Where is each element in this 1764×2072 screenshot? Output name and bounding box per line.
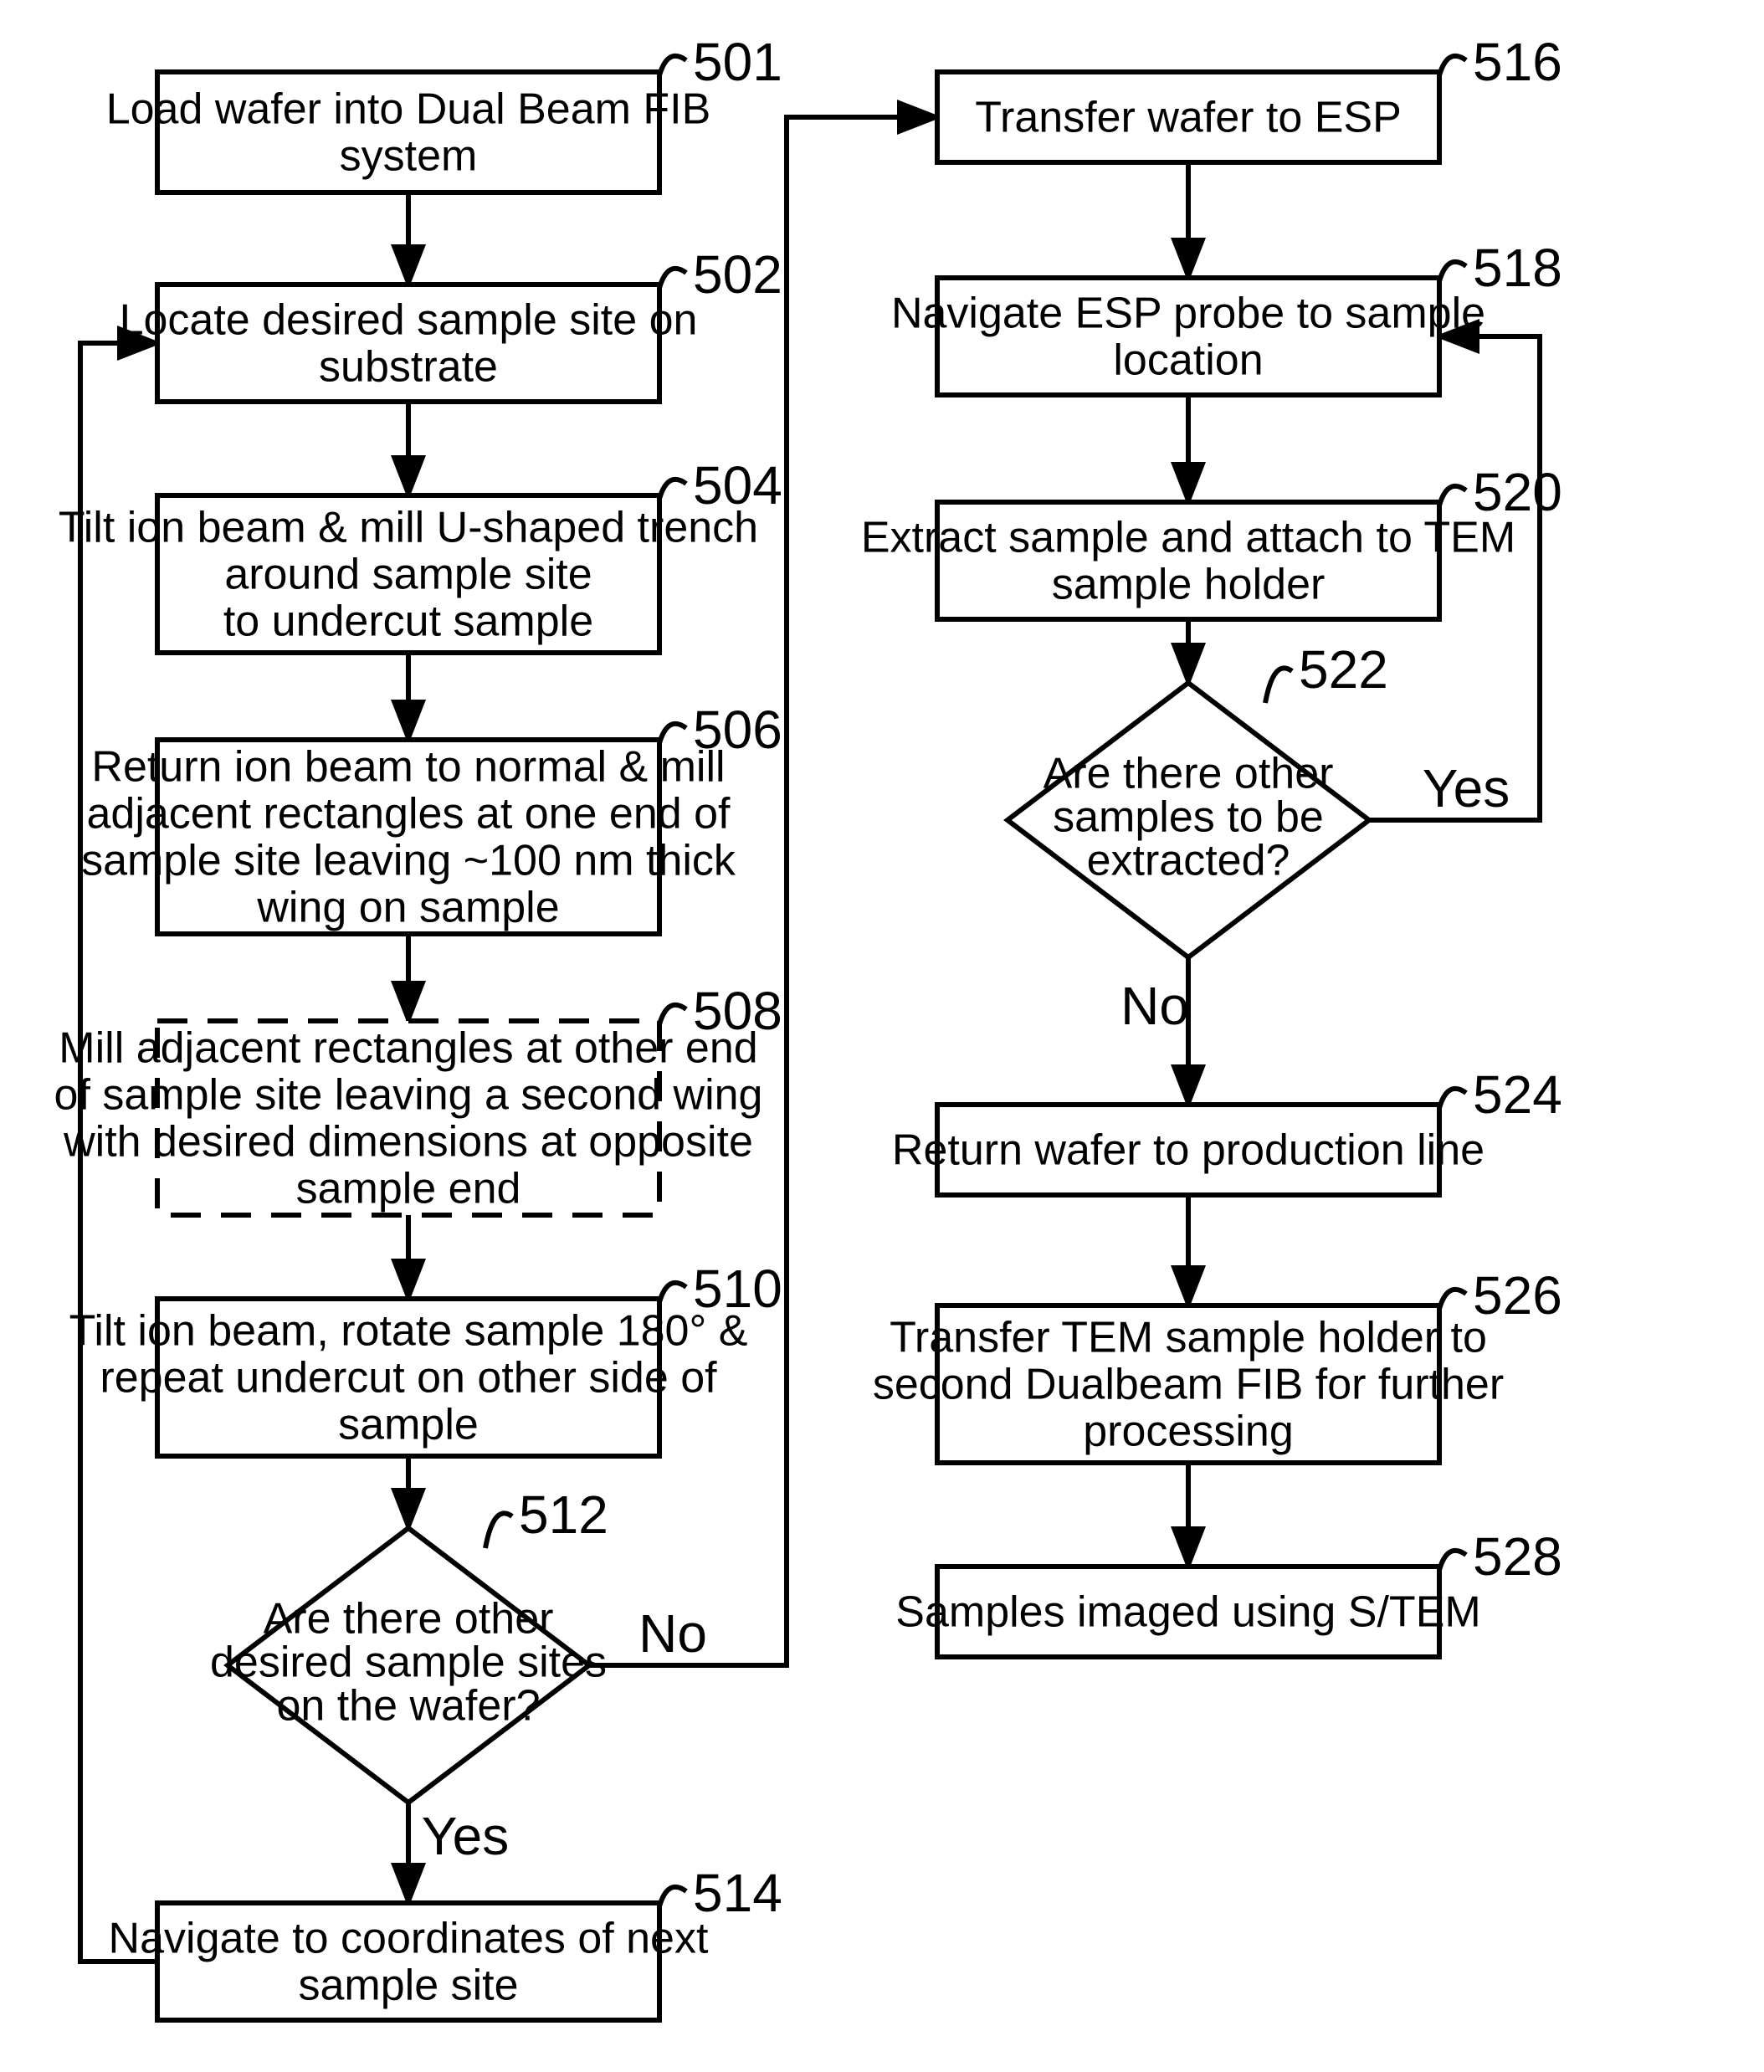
node-508-line1: of sample site leaving a second wing	[54, 1071, 763, 1120]
node-520-line0: Extract sample and attach to TEM	[861, 514, 1515, 562]
node-508-line2: with desired dimensions at opposite	[63, 1118, 753, 1167]
node-518-line0: Navigate ESP probe to sample	[891, 290, 1485, 338]
leader-506	[659, 724, 686, 743]
node-522-line0: Are there other	[1044, 750, 1334, 798]
tag-502: 502	[693, 244, 782, 305]
leader-502	[659, 269, 686, 288]
node-516-line0: Transfer wafer to ESP	[975, 94, 1402, 142]
leader-508	[659, 1005, 686, 1024]
node-512-line2: on the wafer?	[276, 1682, 540, 1731]
leader-510	[659, 1283, 686, 1302]
leader-518	[1439, 262, 1466, 281]
flowchart-canvas: YesNoYesNoLoad wafer into Dual Beam FIBs…	[0, 0, 1764, 2072]
tag-526: 526	[1473, 1265, 1562, 1326]
node-510-line2: sample	[338, 1401, 479, 1449]
node-501: Load wafer into Dual Beam FIBsystem	[106, 72, 711, 192]
tag-520: 520	[1473, 462, 1562, 522]
node-520-line1: sample holder	[1052, 561, 1326, 609]
node-526-line2: processing	[1083, 1408, 1293, 1456]
node-528: Samples imaged using S/TEM	[895, 1567, 1480, 1657]
node-510-line1: repeat undercut on other side of	[100, 1354, 717, 1403]
node-504-line1: around sample site	[224, 551, 592, 599]
leader-522	[1265, 668, 1292, 703]
node-504-line0: Tilt ion beam & mill U-shaped trench	[59, 504, 758, 552]
node-506-line2: sample site leaving ~100 nm thick	[81, 837, 736, 885]
tag-528: 528	[1473, 1526, 1562, 1587]
node-514: Navigate to coordinates of nextsample si…	[109, 1903, 709, 2020]
node-506-line0: Return ion beam to normal & mill	[91, 743, 725, 792]
tag-501: 501	[693, 32, 782, 92]
tag-510: 510	[693, 1259, 782, 1319]
node-522: Are there othersamples to beextracted?	[1008, 683, 1369, 957]
node-512-line0: Are there other	[264, 1595, 554, 1644]
node-522-line1: samples to be	[1053, 793, 1324, 842]
tag-518: 518	[1473, 238, 1562, 298]
node-524: Return wafer to production line	[892, 1105, 1485, 1195]
edge-label-yes: Yes	[1423, 758, 1510, 818]
node-504-line2: to undercut sample	[223, 597, 593, 646]
node-514-line1: sample site	[299, 1962, 519, 2010]
leader-514	[659, 1887, 686, 1906]
node-520: Extract sample and attach to TEMsample h…	[861, 502, 1515, 619]
leader-501	[659, 56, 686, 75]
node-510-line0: Tilt ion beam, rotate sample 180° &	[69, 1307, 748, 1356]
leader-524	[1439, 1089, 1466, 1108]
node-510: Tilt ion beam, rotate sample 180° &repea…	[69, 1299, 748, 1456]
node-504: Tilt ion beam & mill U-shaped trencharou…	[59, 495, 758, 653]
node-526-line0: Transfer TEM sample holder to	[890, 1314, 1487, 1362]
node-512-line1: desired sample sites	[210, 1639, 607, 1687]
tag-514: 514	[693, 1863, 782, 1923]
tag-506: 506	[693, 700, 782, 760]
node-506: Return ion beam to normal & milladjacent…	[81, 740, 736, 934]
node-524-line0: Return wafer to production line	[892, 1126, 1485, 1175]
edge-label-no: No	[638, 1603, 707, 1664]
node-528-line0: Samples imaged using S/TEM	[895, 1588, 1480, 1637]
tag-522: 522	[1299, 639, 1388, 700]
edge-label-yes: Yes	[422, 1806, 509, 1866]
node-514-line0: Navigate to coordinates of next	[109, 1915, 709, 1963]
node-501-line1: system	[340, 132, 478, 181]
node-518-line1: location	[1113, 336, 1263, 385]
node-508-line0: Mill adjacent rectangles at other end	[59, 1024, 757, 1073]
leader-504	[659, 480, 686, 499]
node-501-line0: Load wafer into Dual Beam FIB	[106, 85, 711, 134]
node-506-line1: adjacent rectangles at one end of	[86, 790, 731, 839]
node-518: Navigate ESP probe to samplelocation	[891, 278, 1485, 395]
node-522-line2: extracted?	[1087, 837, 1290, 885]
tag-512: 512	[519, 1485, 608, 1545]
leader-528	[1439, 1551, 1466, 1570]
node-512: Are there otherdesired sample siteson th…	[210, 1528, 607, 1803]
node-526: Transfer TEM sample holder tosecond Dual…	[873, 1305, 1504, 1463]
leader-526	[1439, 1290, 1466, 1309]
leader-520	[1439, 486, 1466, 505]
node-502: Locate desired sample site onsubstrate	[120, 285, 698, 402]
node-506-line3: wing on sample	[256, 884, 559, 932]
leader-512	[485, 1513, 512, 1548]
leader-516	[1439, 56, 1466, 75]
tag-524: 524	[1473, 1064, 1562, 1125]
node-526-line1: second Dualbeam FIB for further	[873, 1361, 1504, 1409]
tag-508: 508	[693, 981, 782, 1041]
tag-504: 504	[693, 455, 782, 515]
node-502-line0: Locate desired sample site on	[120, 296, 698, 345]
tag-516: 516	[1473, 32, 1562, 92]
edge-label-no: No	[1120, 976, 1189, 1036]
node-508-line3: sample end	[296, 1165, 521, 1213]
node-516: Transfer wafer to ESP	[937, 72, 1439, 162]
node-508: Mill adjacent rectangles at other endof …	[54, 1021, 763, 1215]
node-502-line1: substrate	[319, 343, 498, 392]
